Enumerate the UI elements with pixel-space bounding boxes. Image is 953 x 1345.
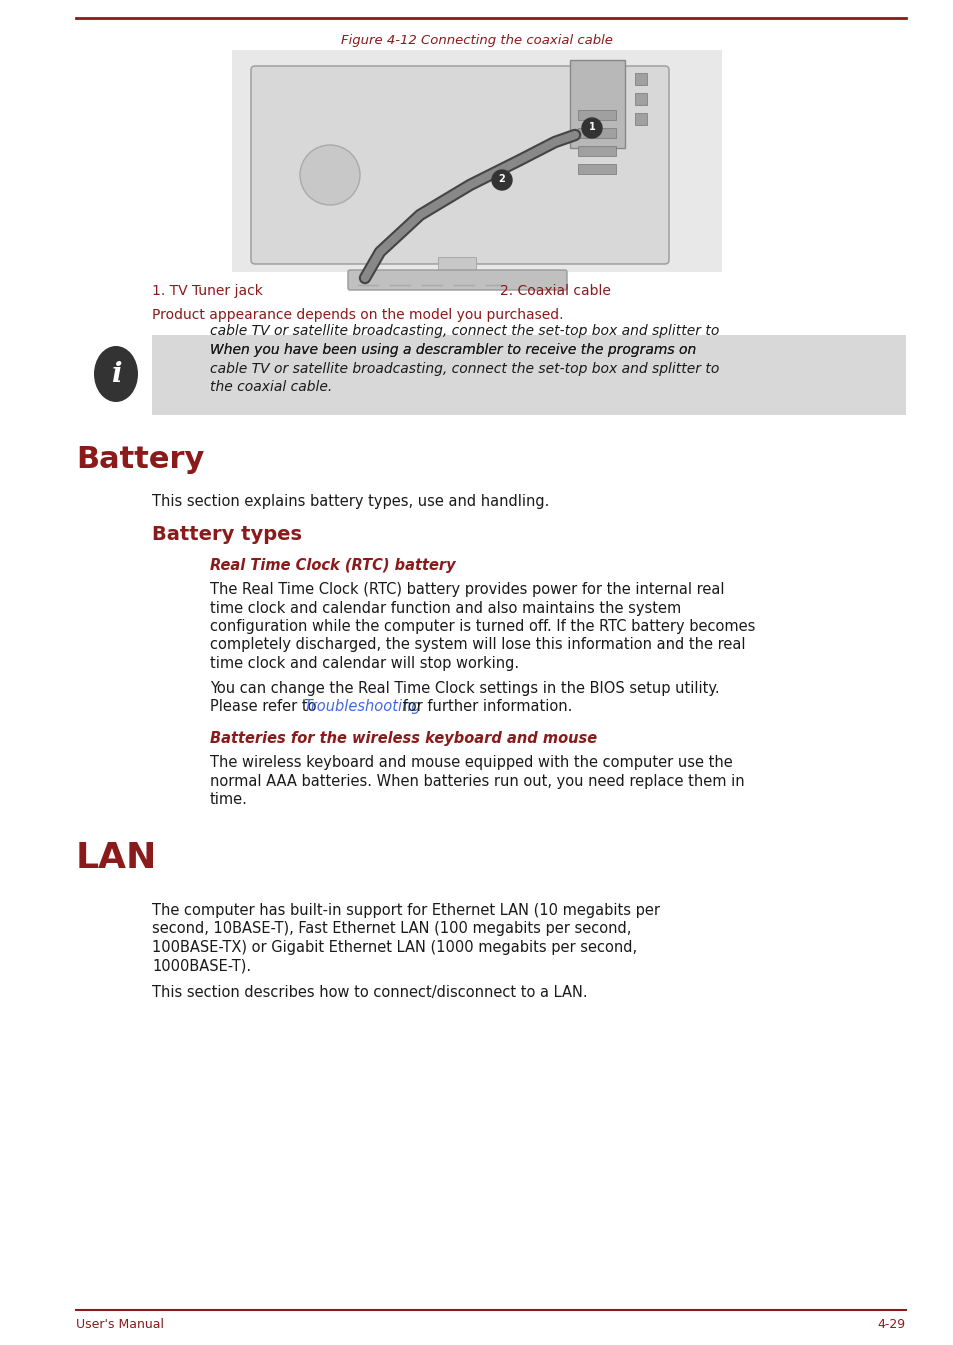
Text: configuration while the computer is turned off. If the RTC battery becomes: configuration while the computer is turn… (210, 619, 755, 633)
Text: This section describes how to connect/disconnect to a LAN.: This section describes how to connect/di… (152, 985, 587, 999)
Text: 1. TV Tuner jack: 1. TV Tuner jack (152, 284, 263, 299)
Text: The computer has built-in support for Ethernet LAN (10 megabits per: The computer has built-in support for Et… (152, 902, 659, 919)
Ellipse shape (94, 346, 138, 402)
FancyBboxPatch shape (152, 335, 905, 416)
Text: 2: 2 (498, 174, 505, 184)
Text: time.: time. (210, 792, 248, 807)
Text: i: i (111, 360, 121, 387)
Text: 2. Coaxial cable: 2. Coaxial cable (499, 284, 610, 299)
Circle shape (581, 118, 601, 139)
Text: second, 10BASE-T), Fast Ethernet LAN (100 megabits per second,: second, 10BASE-T), Fast Ethernet LAN (10… (152, 921, 631, 936)
Text: completely discharged, the system will lose this information and the real: completely discharged, the system will l… (210, 638, 744, 652)
Circle shape (299, 145, 359, 204)
Text: normal AAA batteries. When batteries run out, you need replace them in: normal AAA batteries. When batteries run… (210, 773, 744, 790)
Text: 1: 1 (588, 122, 595, 132)
FancyBboxPatch shape (635, 73, 646, 85)
Text: Product appearance depends on the model you purchased.: Product appearance depends on the model … (152, 308, 563, 321)
Text: for further information.: for further information. (397, 699, 572, 714)
Text: The Real Time Clock (RTC) battery provides power for the internal real: The Real Time Clock (RTC) battery provid… (210, 582, 723, 597)
Text: 100BASE-TX) or Gigabit Ethernet LAN (1000 megabits per second,: 100BASE-TX) or Gigabit Ethernet LAN (100… (152, 940, 637, 955)
Text: When you have been using a descrambler to receive the programs on: When you have been using a descrambler t… (210, 343, 696, 356)
Text: Batteries for the wireless keyboard and mouse: Batteries for the wireless keyboard and … (210, 732, 597, 746)
Text: User's Manual: User's Manual (76, 1318, 164, 1332)
FancyBboxPatch shape (569, 61, 624, 148)
Text: time clock and calendar will stop working.: time clock and calendar will stop workin… (210, 656, 518, 671)
FancyBboxPatch shape (578, 164, 616, 174)
Text: Troubleshooting: Troubleshooting (303, 699, 420, 714)
FancyBboxPatch shape (578, 110, 616, 120)
FancyBboxPatch shape (348, 270, 566, 291)
FancyBboxPatch shape (232, 50, 721, 272)
FancyBboxPatch shape (578, 147, 616, 156)
Text: Real Time Clock (RTC) battery: Real Time Clock (RTC) battery (210, 558, 456, 573)
Text: 4-29: 4-29 (877, 1318, 905, 1332)
Text: Figure 4-12 Connecting the coaxial cable: Figure 4-12 Connecting the coaxial cable (341, 34, 612, 47)
Text: Battery: Battery (76, 445, 204, 473)
Text: The wireless keyboard and mouse equipped with the computer use the: The wireless keyboard and mouse equipped… (210, 756, 732, 771)
Text: You can change the Real Time Clock settings in the BIOS setup utility.: You can change the Real Time Clock setti… (210, 681, 719, 695)
FancyBboxPatch shape (437, 257, 476, 274)
FancyBboxPatch shape (251, 66, 668, 264)
FancyBboxPatch shape (578, 128, 616, 139)
Text: LAN: LAN (76, 841, 157, 876)
Text: When you have been using a descrambler to receive the programs on: When you have been using a descrambler t… (210, 343, 696, 356)
Text: time clock and calendar function and also maintains the system: time clock and calendar function and als… (210, 600, 680, 616)
Text: the coaxial cable.: the coaxial cable. (210, 381, 332, 394)
Text: Please refer to: Please refer to (210, 699, 321, 714)
Circle shape (492, 169, 512, 190)
FancyBboxPatch shape (635, 113, 646, 125)
Text: cable TV or satellite broadcasting, connect the set-top box and splitter to: cable TV or satellite broadcasting, conn… (210, 324, 719, 339)
Text: cable TV or satellite broadcasting, connect the set-top box and splitter to: cable TV or satellite broadcasting, conn… (210, 362, 719, 375)
FancyBboxPatch shape (635, 93, 646, 105)
Text: Battery types: Battery types (152, 525, 302, 543)
Text: This section explains battery types, use and handling.: This section explains battery types, use… (152, 494, 549, 508)
Text: 1000BASE-T).: 1000BASE-T). (152, 959, 251, 974)
